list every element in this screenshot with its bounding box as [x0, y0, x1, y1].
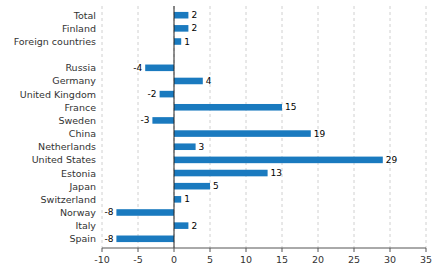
data-labels: -82-8151329319-315-24-4122 [104, 10, 397, 244]
grid-line [246, 6, 247, 248]
x-tick-label: 25 [348, 254, 360, 265]
data-label: 19 [314, 129, 326, 139]
data-label: 1 [184, 194, 190, 204]
data-label: -8 [104, 207, 113, 217]
page: {"chart_data": {"type": "bar", "orientat… [0, 0, 442, 272]
bar [174, 143, 196, 150]
x-tick [282, 248, 283, 252]
category-label: Germany [52, 75, 96, 86]
bar [174, 104, 282, 111]
x-tick-label: 20 [312, 254, 324, 265]
grid [102, 6, 426, 248]
x-tick [174, 248, 175, 252]
bar [152, 117, 174, 124]
x-axis-line [102, 248, 426, 249]
x-tick-label: -5 [133, 254, 142, 265]
grid-line [426, 6, 427, 248]
bar [116, 236, 174, 243]
x-tick [102, 248, 103, 252]
category-label: Switzerland [41, 194, 96, 205]
x-tick [390, 248, 391, 252]
category-label: Total [73, 10, 96, 21]
x-tick-label: -10 [94, 254, 110, 265]
data-label: -2 [148, 89, 157, 99]
category-label: Foreign countries [14, 36, 96, 47]
category-label: Russia [65, 62, 96, 73]
category-label: China [69, 128, 96, 139]
grid-line [174, 6, 175, 248]
x-tick-label: 10 [240, 254, 252, 265]
bar [174, 222, 188, 229]
x-tick [354, 248, 355, 252]
bar [174, 183, 210, 190]
grid-line [282, 6, 283, 248]
data-label: 2 [191, 10, 197, 20]
bar [174, 170, 268, 177]
grid-line [390, 6, 391, 248]
grid-line [318, 6, 319, 248]
x-tick [138, 248, 139, 252]
baseline [174, 6, 175, 248]
bar [174, 12, 188, 19]
x-axis: -10 -5 0 5 10 15 20 25 30 35 [94, 248, 432, 265]
grid-line [354, 6, 355, 248]
data-label: 5 [213, 181, 219, 191]
category-label: Netherlands [38, 141, 96, 152]
data-label: 15 [285, 102, 296, 112]
category-label: Spain [69, 233, 96, 244]
category-label: Finland [62, 23, 96, 34]
category-label: Norway [60, 207, 96, 218]
x-tick-label: 30 [384, 254, 396, 265]
data-label: 2 [191, 221, 197, 231]
bar [174, 196, 181, 203]
category-label: United States [32, 154, 96, 165]
bar [174, 130, 311, 137]
data-label: 13 [271, 168, 282, 178]
x-tick-label: 5 [207, 254, 213, 265]
category-label: Estonia [61, 168, 96, 179]
category-label: Sweden [58, 115, 96, 126]
y-axis: Spain Italy Norway Switzerland Japan Estonia U… [14, 10, 97, 245]
category-label: United Kingdom [20, 89, 96, 100]
category-label: France [64, 102, 96, 113]
data-label: 29 [386, 155, 398, 165]
data-label: 2 [191, 23, 197, 33]
data-label: -8 [104, 234, 113, 244]
bar [145, 65, 174, 72]
bar [174, 78, 203, 85]
data-label: -3 [140, 115, 149, 125]
data-label: 3 [199, 142, 205, 152]
bar [160, 91, 174, 98]
grid-line [102, 6, 103, 248]
bar [174, 157, 383, 164]
bar [116, 209, 174, 216]
x-tick [210, 248, 211, 252]
bar [174, 25, 188, 32]
data-label: 4 [206, 76, 212, 86]
category-label: Italy [75, 220, 96, 231]
x-tick-label: 0 [171, 254, 177, 265]
x-tick-label: 15 [276, 254, 288, 265]
x-tick [246, 248, 247, 252]
chart-svg: -82-8151329319-315-24-4122SpainItalyNorw… [0, 0, 442, 272]
data-label: -4 [133, 63, 142, 73]
grid-line [210, 6, 211, 248]
x-tick-label: 35 [420, 254, 432, 265]
bar [174, 38, 181, 45]
x-tick [318, 248, 319, 252]
chart-container: -82-8151329319-315-24-4122SpainItalyNorw… [0, 0, 442, 272]
bars [116, 12, 382, 242]
data-label: 1 [184, 37, 190, 47]
category-label: Japan [69, 181, 97, 192]
x-tick [426, 248, 427, 252]
